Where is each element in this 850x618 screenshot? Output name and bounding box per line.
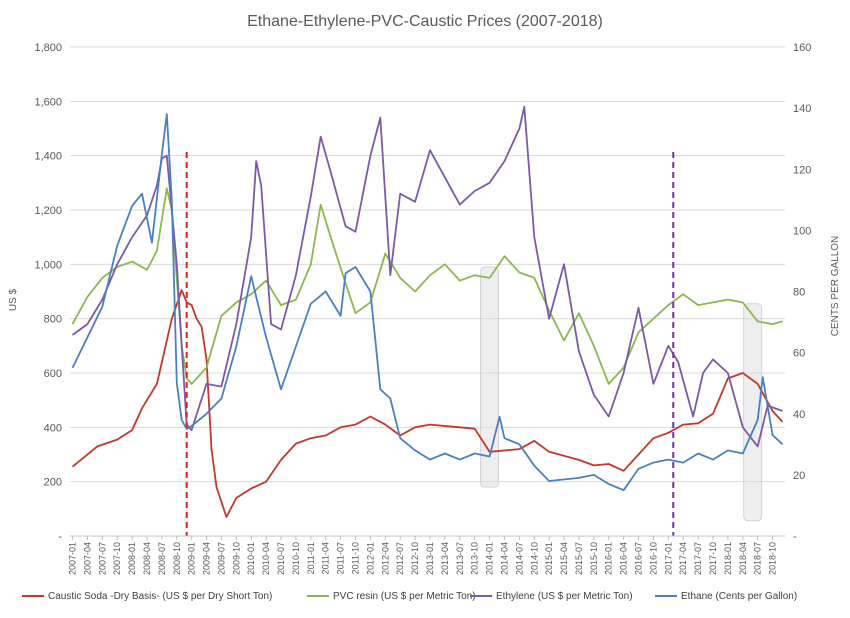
y2-tick-label: 160 — [793, 42, 811, 54]
x-tick-label: 2007-07 — [97, 542, 107, 575]
x-tick-label: 2015-07 — [574, 542, 584, 575]
x-tick-label: 2010-10 — [291, 542, 301, 575]
x-tick-label: 2011-01 — [306, 542, 316, 574]
x-tick-label: 2015-01 — [544, 542, 554, 575]
x-tick-label: 2012-10 — [410, 542, 420, 575]
legend-entry-1: PVC resin (US $ per Metric Ton) — [307, 591, 476, 602]
x-tick-label: 2016-07 — [634, 542, 644, 575]
series-layer — [71, 105, 784, 518]
x-tick-label: 2013-10 — [470, 542, 480, 575]
x-tick-label: 2015-04 — [559, 542, 569, 575]
x-tick-label: 2007-10 — [112, 542, 122, 575]
y-tick-label: 600 — [44, 368, 62, 380]
y2-tick-label: 80 — [793, 287, 805, 299]
axis-layer: -2004006008001,0001,2001,4001,6001,800-2… — [34, 42, 811, 575]
x-tick-label: 2014-04 — [499, 542, 509, 575]
y-tick-label: 1,800 — [34, 42, 62, 54]
x-tick-label: 2008-10 — [172, 542, 182, 575]
x-tick-label: 2008-04 — [142, 542, 152, 575]
shaded-region — [480, 266, 499, 488]
legend-entry-2: Ethylene (US $ per Metric Ton) — [470, 591, 633, 602]
y-tick-label: 1,600 — [34, 96, 62, 108]
y-tick-label: 200 — [44, 477, 62, 489]
series-line-0 — [71, 289, 784, 518]
x-tick-label: 2016-04 — [619, 542, 629, 575]
shaded-region — [743, 303, 763, 522]
y2-tick-label: - — [793, 531, 797, 543]
x-tick-label: 2007-01 — [67, 542, 77, 575]
x-tick-label: 2014-10 — [529, 542, 539, 575]
y-tick-label: 800 — [44, 314, 62, 326]
series-line-2 — [71, 105, 783, 448]
x-tick-label: 2009-07 — [216, 542, 226, 575]
x-tick-label: 2012-07 — [395, 542, 405, 575]
x-tick-label: 2012-04 — [380, 542, 390, 575]
x-tick-label: 2013-07 — [455, 542, 465, 575]
x-tick-label: 2018-10 — [768, 542, 778, 575]
x-tick-label: 2018-07 — [753, 542, 763, 575]
y2-tick-label: 60 — [793, 348, 805, 360]
x-tick-label: 2009-04 — [202, 542, 212, 575]
x-tick-label: 2017-10 — [708, 542, 718, 575]
x-tick-label: 2018-01 — [723, 542, 733, 575]
vertical-markers — [185, 152, 675, 536]
x-tick-label: 2010-07 — [276, 542, 286, 575]
y-tick-label: 1,000 — [34, 259, 62, 271]
x-tick-label: 2016-10 — [648, 542, 658, 575]
x-tick-label: 2008-07 — [157, 542, 167, 575]
x-tick-label: 2018-04 — [738, 542, 748, 575]
x-tick-label: 2014-07 — [514, 542, 524, 575]
x-tick-label: 2008-01 — [127, 542, 137, 575]
x-tick-label: 2017-01 — [663, 542, 673, 575]
legend-entry-3: Ethane (Cents per Gallon) — [655, 591, 797, 602]
y2-tick-label: 100 — [793, 225, 811, 237]
x-tick-label: 2013-04 — [440, 542, 450, 575]
legend-label: Ethylene (US $ per Metric Ton) — [496, 591, 633, 602]
x-tick-label: 2010-01 — [246, 542, 256, 575]
chart-title: Ethane-Ethylene-PVC-Caustic Prices (2007… — [247, 13, 603, 30]
x-tick-label: 2017-07 — [693, 542, 703, 575]
y2-axis-title: CENTS PER GALLON — [830, 236, 841, 337]
x-tick-label: 2009-10 — [231, 542, 241, 575]
x-tick-label: 2016-01 — [604, 542, 614, 575]
series-line-3 — [71, 113, 784, 492]
x-tick-label: 2010-04 — [261, 542, 271, 575]
x-tick-label: 2011-04 — [321, 542, 331, 574]
x-tick-label: 2012-01 — [365, 542, 375, 575]
y2-tick-label: 140 — [793, 103, 811, 115]
y-axis-title: US $ — [8, 288, 19, 311]
y-tick-label: 1,400 — [34, 151, 62, 163]
x-tick-label: 2011-10 — [351, 542, 361, 574]
x-tick-label: 2017-04 — [678, 542, 688, 575]
y-tick-label: 400 — [44, 422, 62, 434]
legend: Caustic Soda -Dry Basis- (US $ per Dry S… — [22, 591, 797, 602]
x-tick-label: 2013-01 — [425, 542, 435, 575]
legend-label: Ethane (Cents per Gallon) — [681, 591, 797, 602]
y2-tick-label: 40 — [793, 409, 805, 421]
y-tick-label: 1,200 — [34, 205, 62, 217]
x-tick-label: 2011-07 — [336, 542, 346, 574]
y2-tick-label: 20 — [793, 470, 805, 482]
x-tick-label: 2015-10 — [589, 542, 599, 575]
y-tick-label: - — [58, 531, 62, 543]
y2-tick-label: 120 — [793, 164, 811, 176]
legend-entry-0: Caustic Soda -Dry Basis- (US $ per Dry S… — [22, 591, 272, 602]
x-tick-label: 2014-01 — [485, 542, 495, 575]
x-tick-label: 2009-01 — [187, 542, 197, 575]
legend-label: Caustic Soda -Dry Basis- (US $ per Dry S… — [48, 591, 272, 602]
shaded-regions — [480, 266, 763, 522]
legend-label: PVC resin (US $ per Metric Ton) — [333, 591, 476, 602]
x-tick-label: 2007-04 — [82, 542, 92, 575]
